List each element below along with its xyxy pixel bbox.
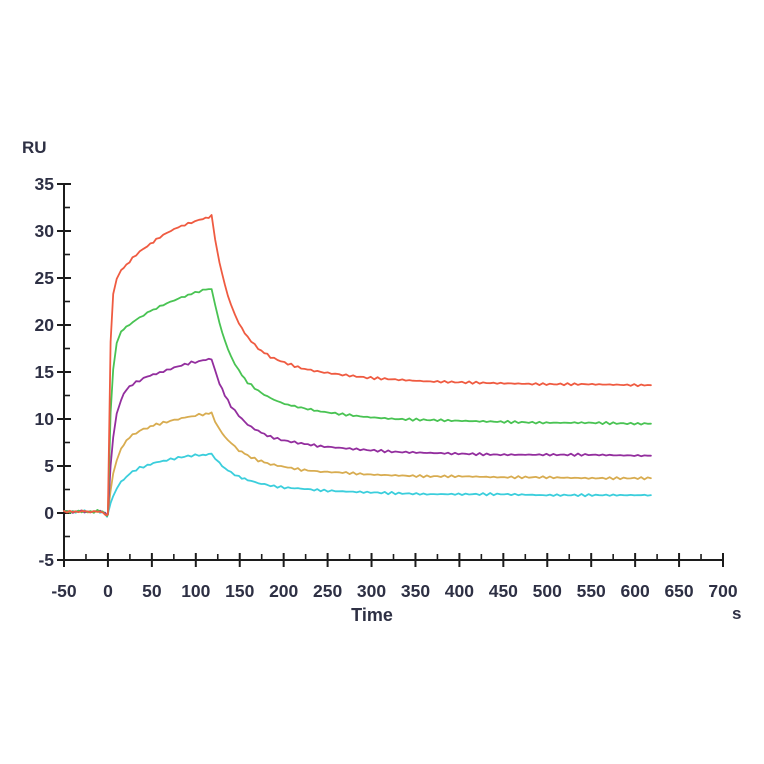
x-tick-label: 650 [664,581,693,601]
series-line-purple [63,357,652,517]
y-tick-label: 35 [35,174,55,194]
y-tick-label: 25 [35,268,55,288]
x-tick-label: 400 [445,581,474,601]
y-tick-label: 30 [35,221,55,241]
y-tick-label: 5 [44,456,54,476]
y-tick-label: -5 [38,550,54,570]
series-line-cyan [63,452,652,518]
series-line-yellow [63,411,652,517]
x-tick-label: 350 [401,581,430,601]
series-line-green [63,288,652,517]
x-tick-label: 300 [357,581,386,601]
x-tick-label: 150 [225,581,254,601]
y-axis-unit-label: RU [22,138,47,157]
y-tick-label: 0 [44,503,54,523]
y-tick-label: 10 [35,409,55,429]
series-line-red [63,214,652,517]
x-axis-title: Time [351,605,393,625]
x-tick-label: 100 [181,581,210,601]
x-tick-label: 50 [142,581,162,601]
x-tick-label: 250 [313,581,342,601]
x-tick-label: 200 [269,581,298,601]
x-axis-unit-label: s [732,604,742,623]
x-tick-label: 450 [489,581,518,601]
x-tick-label: 500 [533,581,562,601]
x-tick-label: 0 [103,581,113,601]
x-tick-label: -50 [51,581,77,601]
x-tick-label: 700 [708,581,737,601]
x-tick-label: 600 [621,581,650,601]
x-tick-label: 550 [577,581,606,601]
y-tick-label: 15 [35,362,55,382]
y-tick-label: 20 [35,315,55,335]
